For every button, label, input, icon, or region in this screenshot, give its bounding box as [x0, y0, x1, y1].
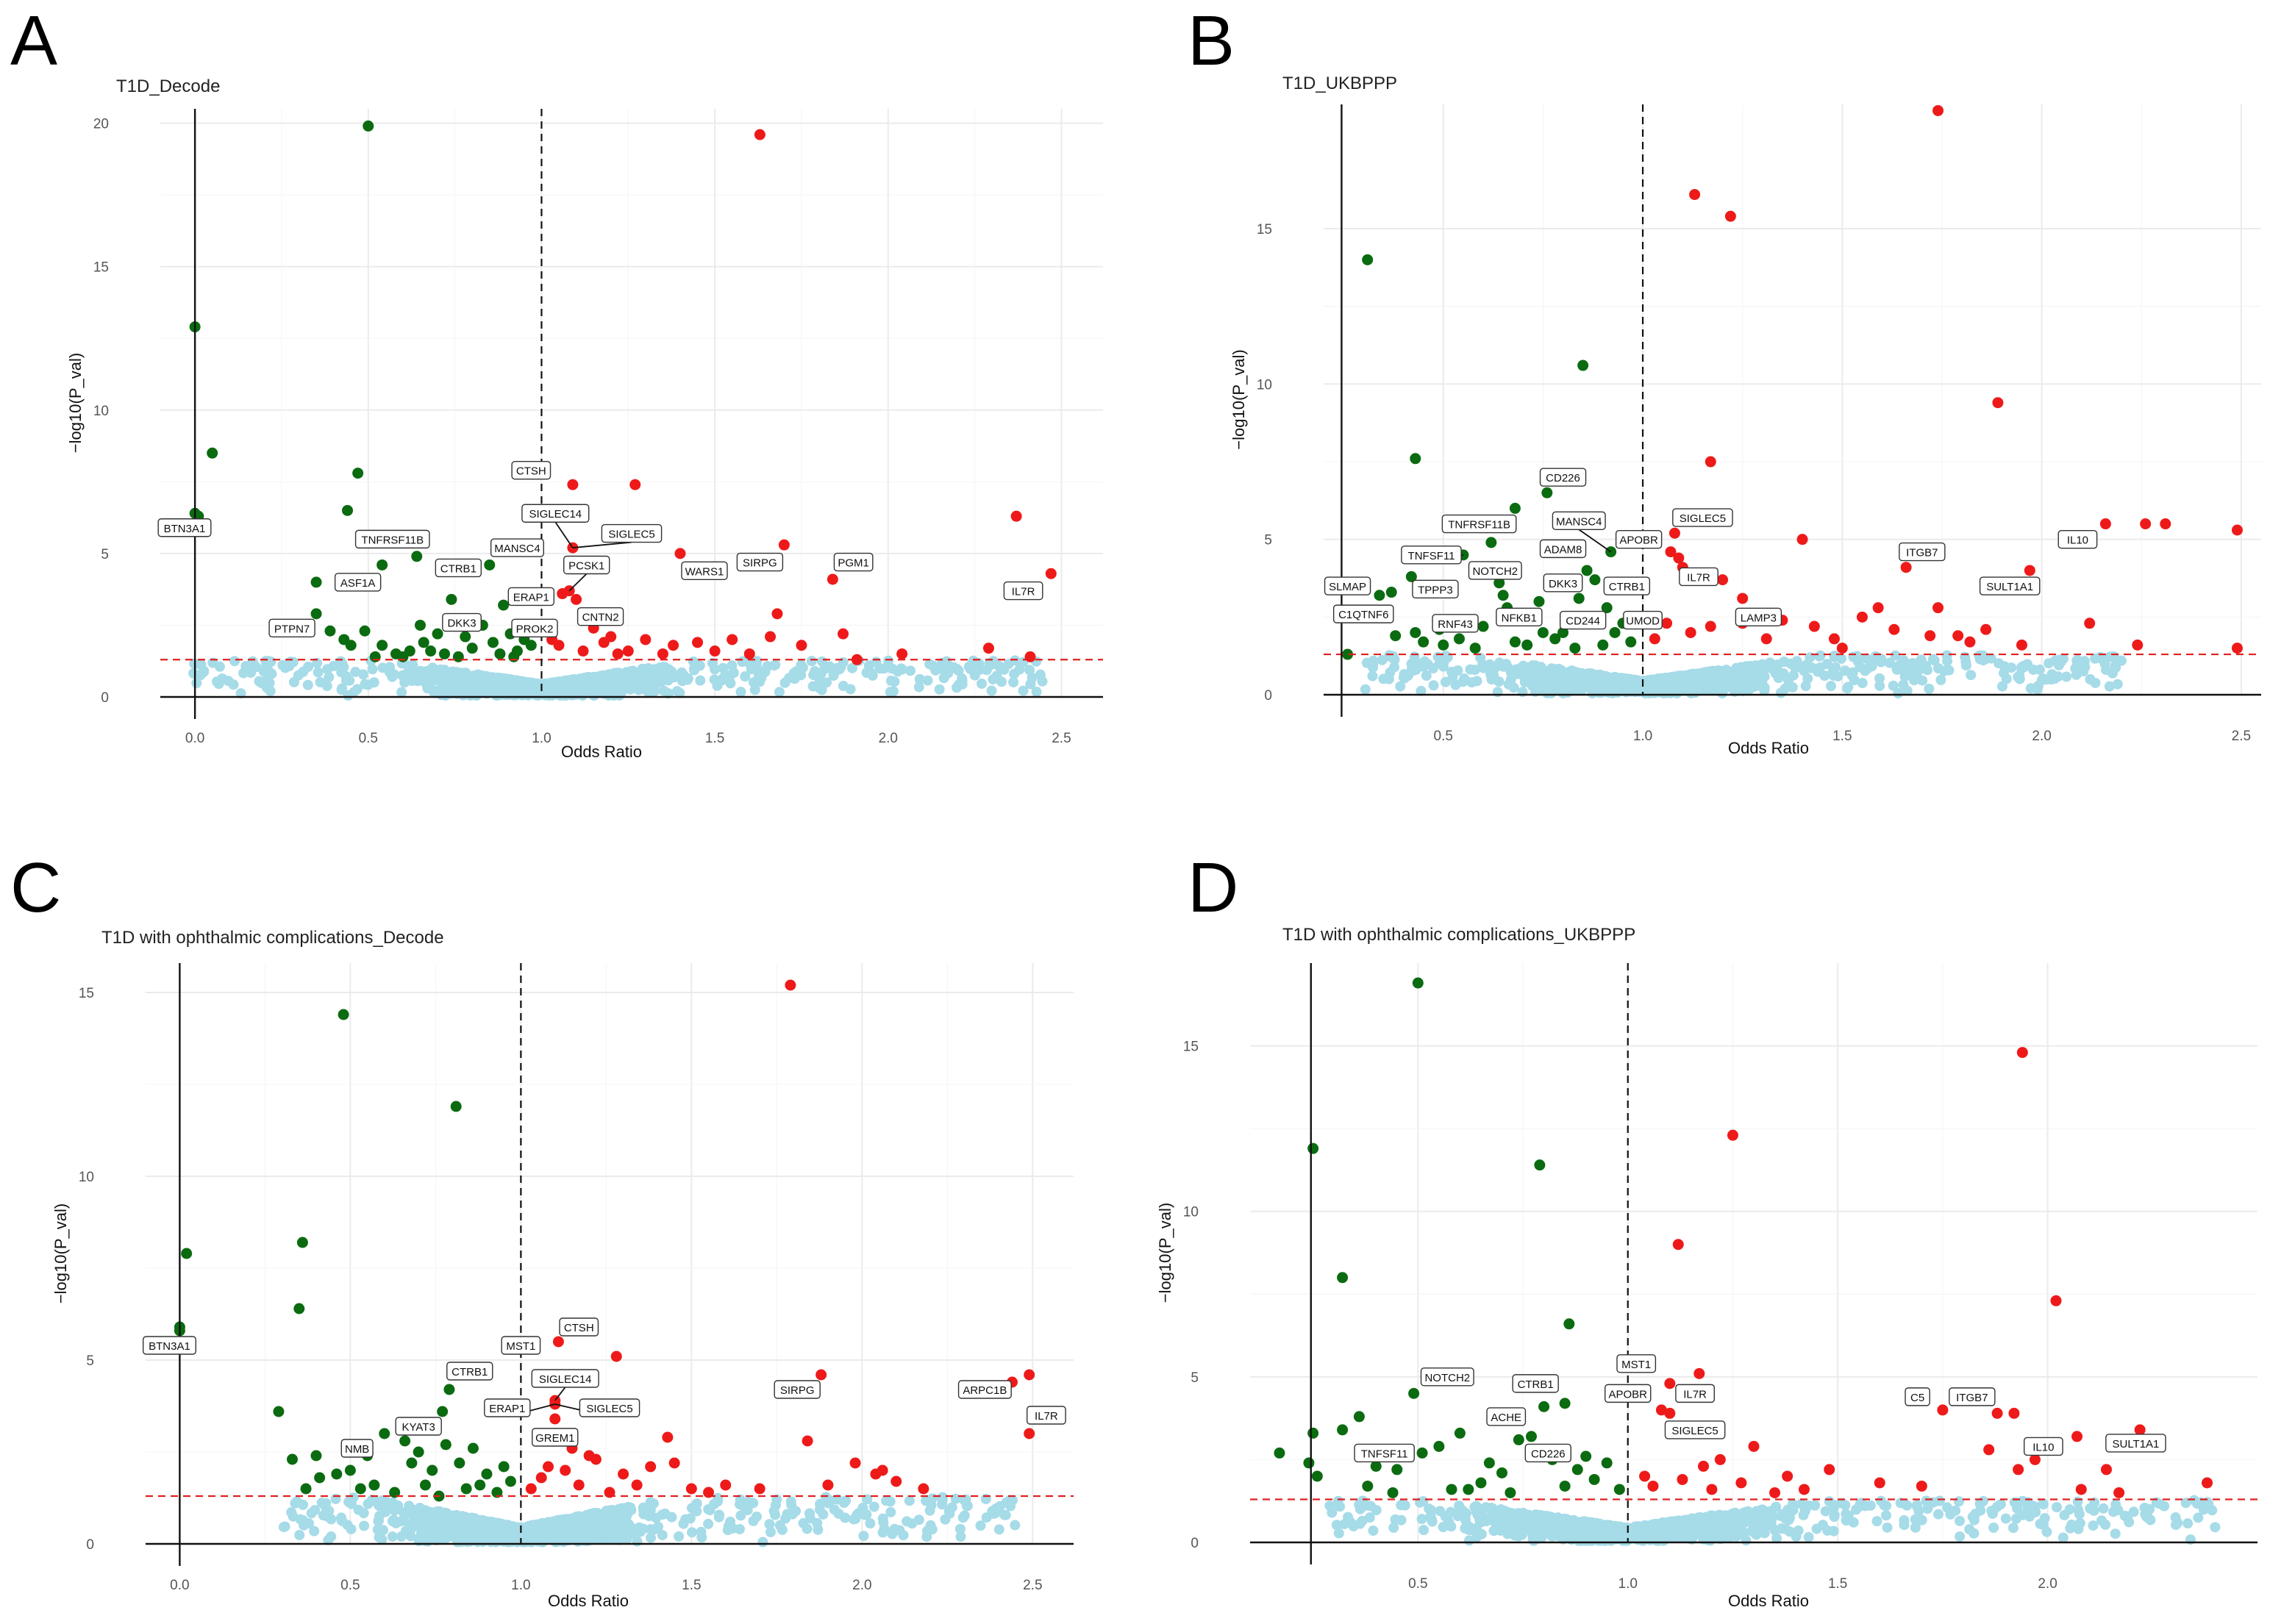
ns-point	[867, 670, 878, 681]
ns-point	[351, 684, 363, 695]
ns-point	[718, 662, 729, 673]
ns-point	[886, 675, 897, 686]
nonsignificant-points	[1324, 1495, 2221, 1546]
ns-point	[674, 687, 685, 698]
ns-point	[774, 687, 785, 698]
ns-point	[914, 673, 925, 684]
panel-a-letter: A	[10, 1, 58, 80]
panel-a: A T1D_Decode 0.0 0.5 1.0 1.5 2.0 2.5 0 5 10 15 20 O…	[0, 0, 1132, 809]
nonsignificant-points	[188, 655, 1048, 701]
ns-point	[922, 675, 933, 686]
ns-point	[1031, 687, 1042, 698]
ns-point	[191, 678, 202, 689]
ns-point	[360, 679, 371, 690]
ns-point	[991, 670, 1002, 682]
ns-point	[1037, 676, 1048, 687]
ns-point	[368, 677, 379, 688]
panel-a-title: T1D_Decode	[116, 76, 221, 96]
ns-point	[806, 656, 817, 667]
